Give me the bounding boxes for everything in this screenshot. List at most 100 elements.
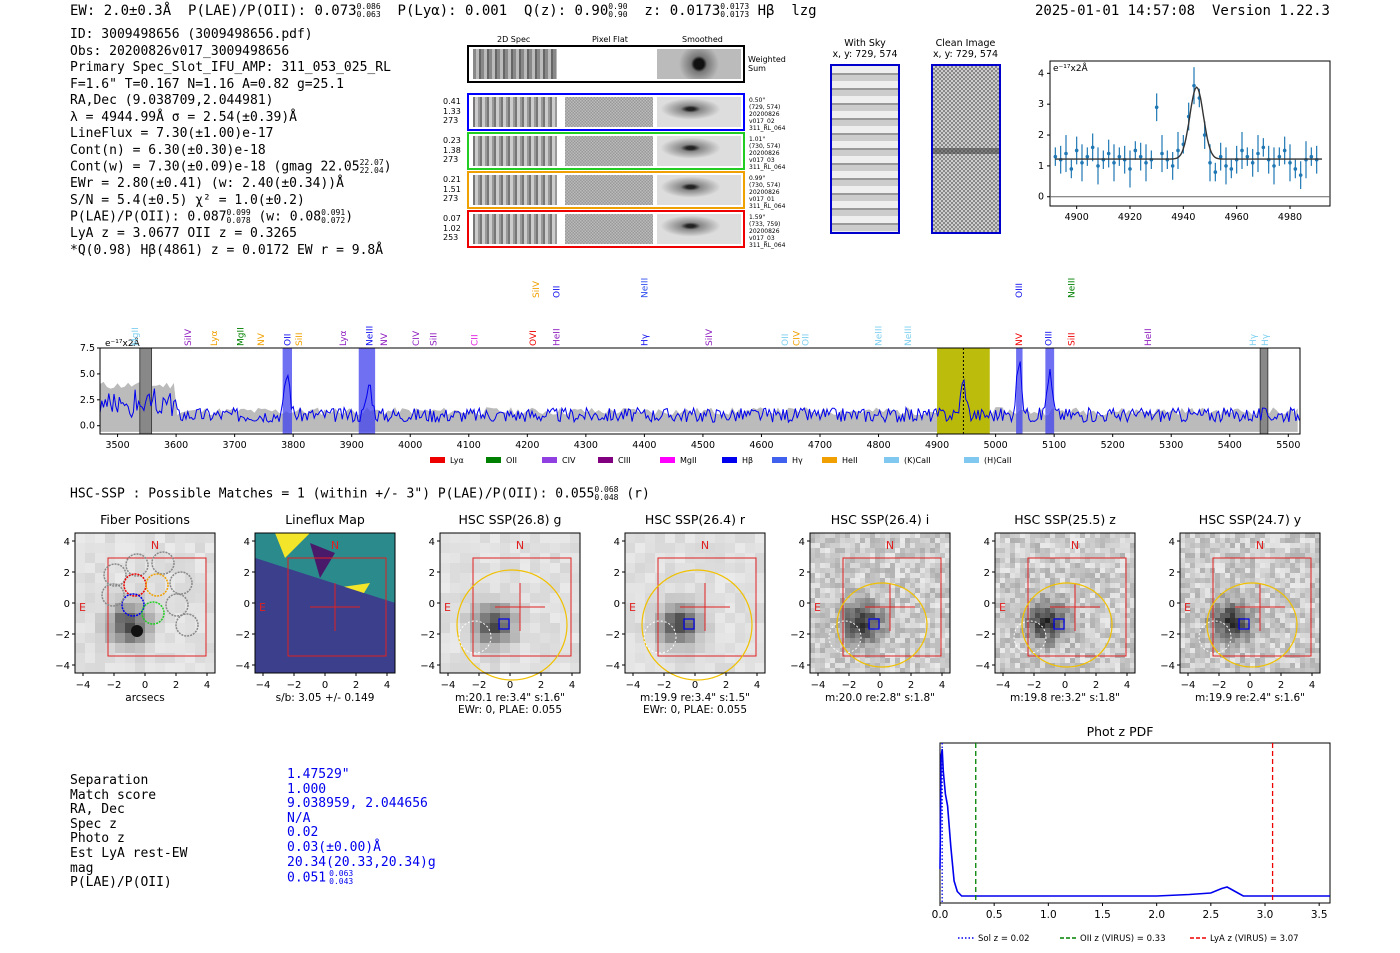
hsc-pixel [1090, 563, 1096, 569]
hsc-pixel [460, 613, 471, 624]
hsc-pixel [560, 583, 571, 594]
hsc-pixel [1050, 558, 1056, 564]
hsc-pixel [1315, 563, 1321, 569]
hsc-ytick-label: −4 [420, 661, 435, 672]
hsc-pixel [1225, 588, 1231, 594]
hsc-pixel [1015, 648, 1021, 654]
hsc-pixel [145, 633, 156, 644]
hsc-pixel [930, 593, 936, 599]
col-header-pixelflat: Pixel Flat [592, 35, 628, 44]
hsc-pixel [1010, 558, 1016, 564]
hsc-pixel [1295, 638, 1301, 644]
hsc-pixel [920, 633, 926, 639]
hsc-pixel [1040, 533, 1046, 539]
hsc-pixel [1300, 643, 1306, 649]
hsc-pixel [1205, 533, 1211, 539]
hsc-ytick-label: 2 [799, 568, 805, 579]
hsc-pixel [705, 623, 716, 634]
hsc-pixel [880, 658, 886, 664]
hsc-pixel [830, 638, 836, 644]
spectrum-ytick-label: 2.5 [80, 395, 95, 406]
cutout-note-line: 20200826 [749, 150, 780, 157]
hsc-pixel [850, 583, 856, 589]
spectrum-frame [99, 347, 1301, 435]
hsc-pixel [1055, 558, 1061, 564]
hsc-pixel [810, 573, 816, 579]
hsc-pixel [895, 658, 901, 664]
hsc-pixel [1245, 628, 1251, 634]
header-z: z: 0.0173 [644, 3, 721, 19]
hsc-pixel [870, 533, 876, 539]
hsc-pixel [880, 548, 886, 554]
hsc-pixel [1245, 658, 1251, 664]
hsc-pixel [850, 568, 856, 574]
hsc-xtick-label: −2 [287, 680, 302, 691]
hsc-pixel [835, 653, 841, 659]
hsc-pixel [1130, 653, 1136, 659]
hsc-pixel [830, 608, 836, 614]
hsc-xtick-label: −4 [256, 680, 271, 691]
hsc-pixel [1025, 668, 1031, 674]
hsc-pixel [1055, 533, 1061, 539]
hsc-pixel [860, 648, 866, 654]
hsc-pixel [920, 543, 926, 549]
hsc-pixel [125, 613, 136, 624]
hsc-pixel [530, 623, 541, 634]
hsc-pixel [725, 643, 736, 654]
hsc-pixel [655, 543, 666, 554]
hsc-pixel [1280, 533, 1286, 539]
hsc-pixel [1095, 628, 1101, 634]
hsc-pixel [810, 593, 816, 599]
hsc-pixel [1290, 548, 1296, 554]
hsc-pixel [675, 613, 686, 624]
hsc-pixel [705, 533, 716, 544]
hsc-pixel [940, 593, 946, 599]
hsc-pixel [825, 568, 831, 574]
hsc-pixel [1270, 563, 1276, 569]
hsc-pixel [835, 588, 841, 594]
hsc-pixel [1290, 618, 1296, 624]
hsc-pixel [815, 668, 821, 674]
hsc-pixel [125, 633, 136, 644]
hsc-pixel [830, 563, 836, 569]
hsc-pixel [105, 663, 116, 674]
cutout-row [467, 132, 745, 170]
cutout-pixelflat [565, 136, 653, 166]
hsc-pixel [1185, 633, 1191, 639]
hsc-pixel [1070, 578, 1076, 584]
hsc-pixel [1045, 573, 1051, 579]
hsc-pixel [1020, 558, 1026, 564]
hsc-pixel [1215, 638, 1221, 644]
hsc-pixel [815, 598, 821, 604]
hsc-pixel [1280, 623, 1286, 629]
hsc-pixel [1310, 633, 1316, 639]
hsc-pixel [1105, 663, 1111, 669]
hsc-pixel [1185, 583, 1191, 589]
spectral-line-label: SiIV [184, 328, 194, 346]
hsc-pixel [900, 563, 906, 569]
hsc-pixel [920, 663, 926, 669]
hsc-pixel [1220, 663, 1226, 669]
zoom-xtick-label: 4960 [1225, 212, 1249, 223]
hsc-pixel [1300, 603, 1306, 609]
hsc-pixel [1285, 643, 1291, 649]
hsc-pixel [75, 653, 86, 664]
hsc-pixel [1025, 538, 1031, 544]
hsc-pixel [1250, 553, 1256, 559]
hsc-pixel [655, 583, 666, 594]
hsc-pixel [815, 618, 821, 624]
hsc-pixel [940, 638, 946, 644]
hsc-pixel [1205, 568, 1211, 574]
hsc-pixel [705, 543, 716, 554]
hsc-pixel [1250, 628, 1256, 634]
hsc-pixel [945, 638, 951, 644]
hsc-pixel [855, 633, 861, 639]
zoom-ylabel: e⁻¹⁷x2Å [1053, 62, 1089, 74]
hsc-aperture [498, 618, 510, 630]
hsc-pixel [490, 603, 501, 614]
hsc-pixel [1115, 593, 1121, 599]
hsc-pixel [1250, 543, 1256, 549]
hsc-pixel [1295, 623, 1301, 629]
hsc-pixel [1040, 613, 1046, 619]
